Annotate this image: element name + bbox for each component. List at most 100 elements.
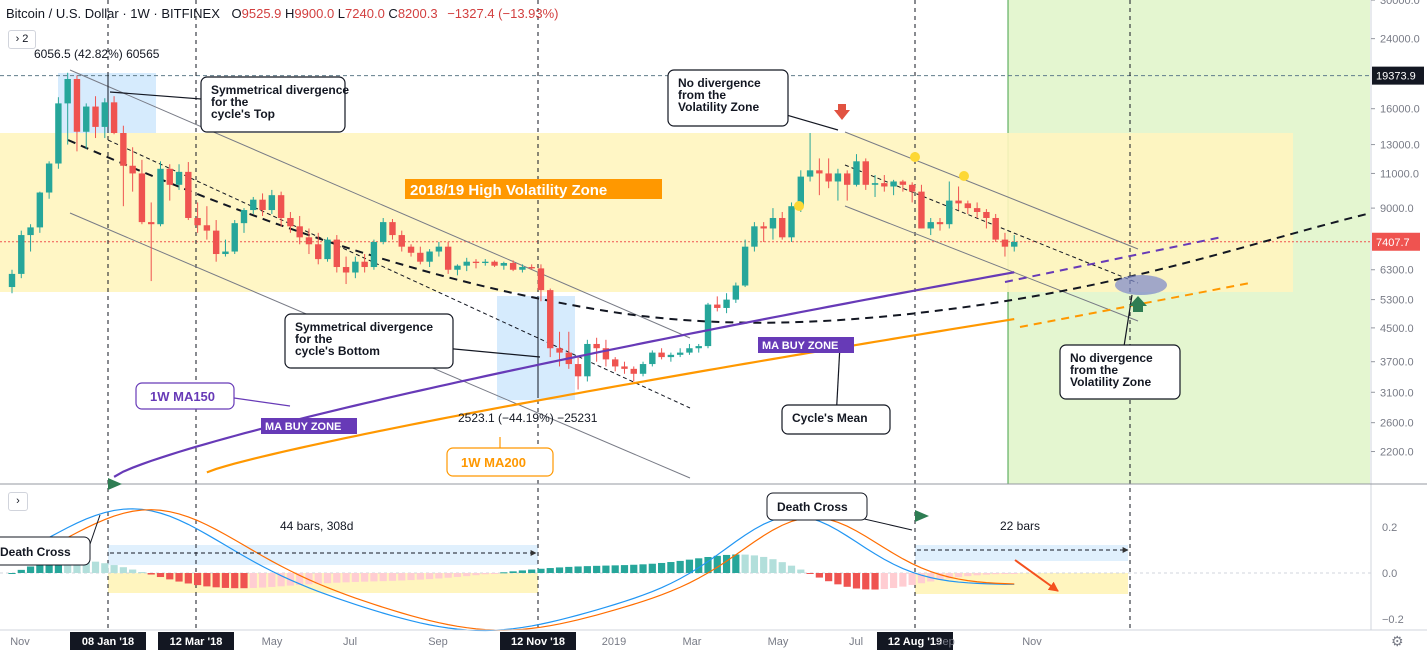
macd-histogram-bar (119, 567, 127, 573)
candle-body (853, 161, 860, 185)
candle-body (825, 173, 832, 182)
macd-histogram-bar (936, 573, 944, 580)
macd-histogram-bar (537, 568, 545, 573)
chart-header: Bitcoin / U.S. Dollar · 1W · BITFINEX O9… (6, 6, 559, 21)
candle-body (946, 200, 953, 225)
bottom-measure-box (497, 296, 575, 400)
candle-body (398, 235, 405, 247)
macd-histogram-bar (676, 560, 684, 573)
candle-body (547, 290, 554, 349)
candle-body (992, 217, 999, 240)
macd-collapse-button[interactable]: › (8, 492, 28, 511)
price-tick-label: 24000.0 (1380, 34, 1420, 46)
macd-histogram-bar (685, 559, 694, 573)
macd-bars-box-left (108, 545, 538, 565)
candle-body (621, 366, 628, 369)
macd-histogram-bar (732, 554, 740, 573)
candle-body (584, 343, 591, 377)
candle-body (714, 304, 721, 308)
candle-body (593, 343, 600, 349)
candle-body (203, 225, 211, 231)
macd-histogram-bar (797, 569, 805, 573)
macd-histogram-bar (630, 564, 638, 573)
macd-yellow-right (915, 573, 1128, 594)
candle-body (231, 223, 238, 252)
price-tick-label: 11000.0 (1380, 168, 1419, 180)
target-ellipse (1115, 275, 1167, 295)
time-tick-label: 12 Aug '19 (888, 636, 942, 648)
candle-body (806, 170, 814, 177)
macd-histogram-bar (500, 572, 508, 574)
candle-body (324, 239, 331, 260)
macd-histogram-bar (917, 573, 926, 584)
candle-body (983, 211, 990, 218)
callout-nodiv-upper: No divergence from the Volatility Zone (678, 76, 761, 114)
candle-body (240, 210, 248, 224)
macd-histogram-bar (258, 573, 267, 588)
macd-histogram-bar (546, 568, 554, 573)
ma150-label-box (135, 382, 235, 410)
macd-histogram-bar (323, 573, 332, 584)
indicators-collapse-button[interactable]: › 2 (8, 30, 36, 49)
macd-histogram-bar (73, 559, 81, 573)
macd-tick-label: 0.2 (1382, 522, 1397, 534)
candle-body (305, 237, 313, 245)
candle-body (769, 217, 777, 229)
macd-histogram-bar (787, 565, 796, 573)
candle-body (222, 251, 229, 255)
macd-histogram-bar (593, 565, 601, 573)
candle-body (8, 273, 16, 288)
candle-body (138, 173, 146, 223)
candle-body (380, 222, 387, 242)
candle-body (658, 352, 665, 358)
candle-body (1011, 241, 1018, 247)
time-tick-label: 2019 (602, 636, 626, 648)
candle-body (964, 203, 972, 209)
time-label-badge (158, 632, 234, 650)
candle-body (212, 230, 220, 255)
candle-body (973, 208, 981, 212)
macd-histogram-bar (667, 562, 675, 573)
candle-body (55, 103, 62, 164)
candle-body (277, 195, 285, 218)
time-label-badge (500, 632, 576, 650)
callout-bottom: Symmetrical divergence for the cycle's Bot… (295, 320, 433, 358)
candle-body (185, 171, 192, 218)
macd-down-arrow (1014, 559, 1059, 592)
buy-zone-left: MA BUY ZONE (265, 421, 341, 433)
candle-body (101, 102, 108, 127)
candle-body (73, 79, 81, 132)
callout-top: Symmetrical divergence for the cycle's Top (211, 83, 349, 121)
price-tick-label: 2200.0 (1380, 447, 1414, 459)
candle-body (27, 227, 34, 236)
candle-body (1001, 239, 1009, 247)
macd-histogram-bar (82, 560, 90, 573)
time-tick-label: Mar (683, 636, 702, 648)
candle-body (519, 267, 526, 270)
macd-histogram-bar (899, 573, 907, 587)
candle-body (268, 195, 276, 211)
macd-histogram-bar (268, 573, 276, 587)
macd-histogram-bar (574, 566, 582, 573)
candle-body (454, 265, 461, 270)
macd-histogram-bar (639, 564, 647, 573)
annotations-layer: 2018/19 High Volatility Zone 6056.5 (42.8… (0, 47, 1181, 592)
candle-body (741, 246, 749, 286)
macd-histogram-bar (110, 565, 118, 573)
macd-histogram-bar (91, 561, 100, 573)
candle-body (955, 200, 962, 204)
channel-mid (107, 139, 691, 409)
macd-histogram-bar (221, 573, 230, 588)
interval-label[interactable]: 1W (130, 6, 150, 21)
candle-body (389, 222, 396, 236)
chevron-right-icon: › (15, 33, 23, 45)
macd-histogram-bar (658, 562, 666, 573)
time-tick-label: 12 Nov '18 (511, 636, 565, 648)
candle-body (120, 133, 127, 166)
macd-histogram-bar (203, 573, 211, 587)
candle-body (417, 252, 424, 262)
callout-nodiv-lower: No divergence from the Volatility Zone (1070, 351, 1153, 389)
price-tick-label: 2600.0 (1380, 418, 1414, 430)
price-tick-label: 3100.0 (1380, 387, 1414, 399)
